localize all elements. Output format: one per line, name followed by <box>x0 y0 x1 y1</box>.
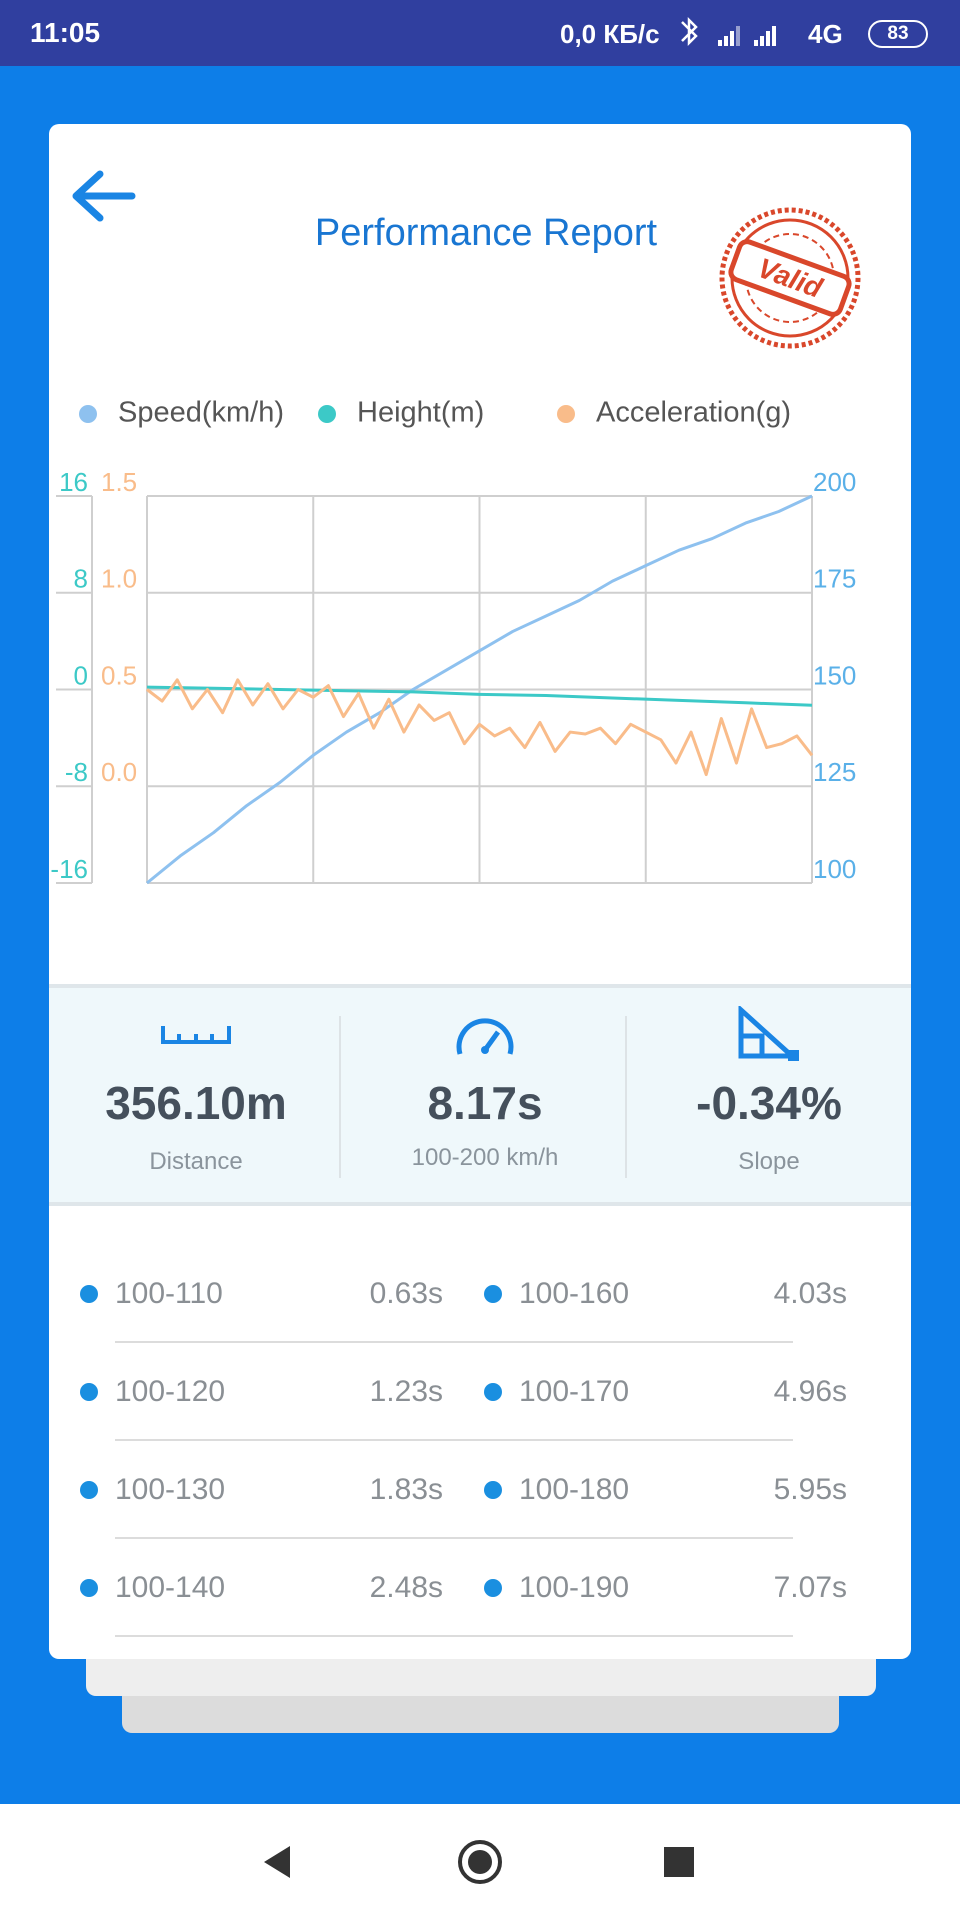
status-bar <box>0 0 960 66</box>
y2-tick-label: 100 <box>813 854 856 884</box>
split-time: 5.95s <box>773 1473 847 1506</box>
legend-marker <box>318 405 336 423</box>
battery: 83 <box>868 20 928 48</box>
legend-marker <box>79 405 97 423</box>
split-range: 100-120 <box>115 1375 226 1408</box>
split-dot <box>484 1579 502 1597</box>
y3-tick-label: 0.0 <box>101 757 137 787</box>
split-time: 1.23s <box>369 1375 443 1408</box>
stat-label: Distance <box>149 1148 243 1175</box>
y-tick-label: -16 <box>50 854 88 884</box>
split-range: 100-140 <box>115 1571 226 1604</box>
split-time: 4.96s <box>773 1375 847 1408</box>
split-time: 4.03s <box>773 1277 847 1310</box>
y3-tick-label: 1.0 <box>101 564 137 594</box>
y3-tick-label: 0.5 <box>101 660 137 690</box>
nav-back[interactable] <box>264 1846 290 1878</box>
row-divider <box>115 1341 793 1343</box>
valid-stamp: Valid <box>719 207 861 349</box>
gauge-icon <box>456 1018 514 1055</box>
slope-icon <box>738 1006 799 1061</box>
nav-recent[interactable] <box>664 1847 694 1877</box>
split-range: 100-130 <box>115 1473 226 1506</box>
split-time: 0.63s <box>369 1277 443 1310</box>
split-dot <box>80 1383 98 1401</box>
divider <box>339 1016 341 1178</box>
legend-label: Speed(km/h) <box>118 397 284 429</box>
split-range: 100-110 <box>115 1277 223 1310</box>
y2-tick-label: 200 <box>813 467 856 497</box>
nav-buttons <box>264 1840 694 1884</box>
time: 11:05 <box>30 17 101 48</box>
row-divider <box>115 1439 793 1441</box>
legend-marker <box>557 405 575 423</box>
row-divider <box>115 1635 793 1637</box>
series-line <box>146 685 813 707</box>
y-tick-label: 16 <box>59 467 88 497</box>
stat-value: 356.10m <box>105 1077 287 1129</box>
legend-label: Acceleration(g) <box>596 397 791 429</box>
back-button[interactable] <box>70 170 140 226</box>
status-icons <box>681 16 776 47</box>
split-range: 100-170 <box>519 1375 630 1408</box>
network: 4G <box>808 19 843 49</box>
split-dot <box>484 1285 502 1303</box>
stat-value: 8.17s <box>427 1077 543 1129</box>
y2-tick-label: 150 <box>813 660 856 690</box>
nav-home[interactable] <box>458 1840 502 1884</box>
y2-tick-label: 125 <box>813 757 856 787</box>
split-range: 100-190 <box>519 1571 630 1604</box>
y-tick-label: 0 <box>74 660 88 690</box>
series-line <box>146 678 814 777</box>
split-dot <box>80 1481 98 1499</box>
title: Performance Report <box>314 212 658 254</box>
split-dot <box>80 1579 98 1597</box>
card <box>49 124 911 1659</box>
legend-label: Height(m) <box>357 397 484 429</box>
stat-value: -0.34% <box>696 1077 842 1129</box>
chart: Speed(km/h) Height(m) Acceleration(g) -16 -8… <box>50 397 856 885</box>
split-dot <box>484 1481 502 1499</box>
stat-label: 100-200 km/h <box>411 1144 559 1171</box>
net-speed: 0,0 КБ/с <box>560 19 660 49</box>
y-tick-label: -8 <box>65 757 88 787</box>
split-time: 2.48s <box>369 1571 443 1604</box>
split-range: 100-180 <box>519 1473 630 1506</box>
ruler-icon <box>161 1026 231 1044</box>
split-dot <box>484 1383 502 1401</box>
split-time: 7.07s <box>773 1571 847 1604</box>
y-tick-label: 8 <box>74 564 88 594</box>
split-dot <box>80 1285 98 1303</box>
row-divider <box>115 1537 793 1539</box>
divider <box>625 1016 627 1178</box>
split-time: 1.83s <box>369 1473 443 1506</box>
split-range: 100-160 <box>519 1277 630 1310</box>
stat-label: Slope <box>738 1148 800 1175</box>
series-line <box>146 494 813 885</box>
y2-tick-label: 175 <box>813 564 856 594</box>
y3-tick-label: 1.5 <box>101 467 137 497</box>
